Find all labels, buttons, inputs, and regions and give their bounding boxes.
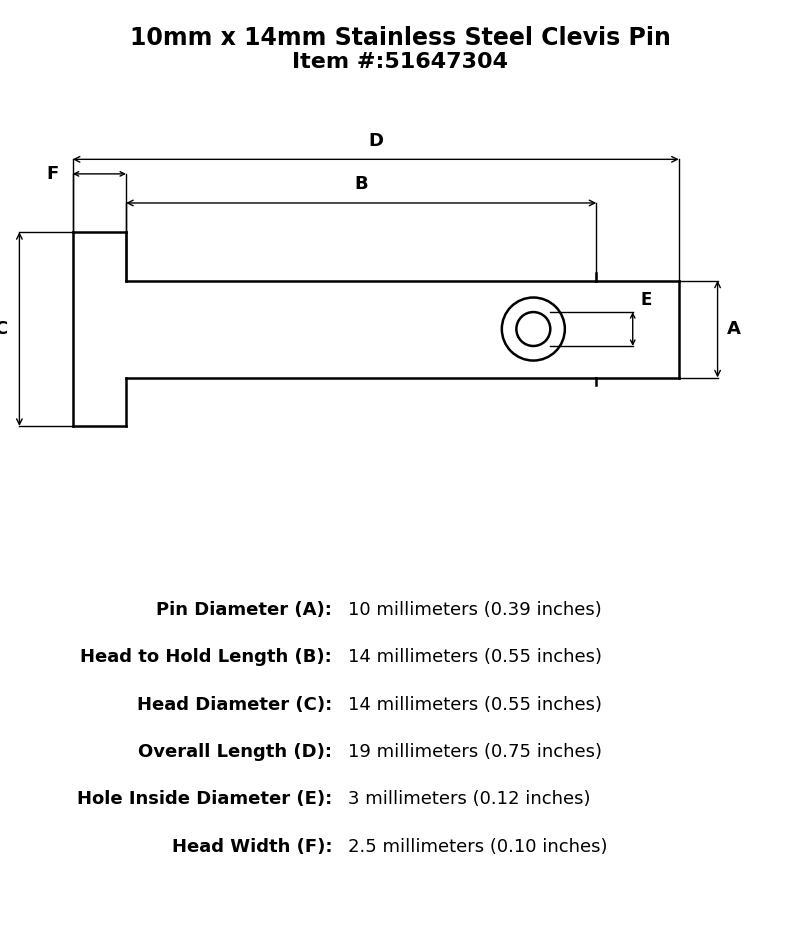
Text: Hole Inside Diameter (E):: Hole Inside Diameter (E): xyxy=(77,790,332,809)
Text: E: E xyxy=(640,291,651,309)
Text: B: B xyxy=(354,175,368,193)
Text: A: A xyxy=(727,320,741,338)
Text: Pin Diameter (A):: Pin Diameter (A): xyxy=(156,601,332,620)
Text: Head to Hold Length (B):: Head to Hold Length (B): xyxy=(80,648,332,667)
Text: Head Diameter (C):: Head Diameter (C): xyxy=(137,695,332,714)
Text: 10 millimeters (0.39 inches): 10 millimeters (0.39 inches) xyxy=(348,601,602,620)
Text: Overall Length (D):: Overall Length (D): xyxy=(138,743,332,762)
Text: 10mm x 14mm Stainless Steel Clevis Pin: 10mm x 14mm Stainless Steel Clevis Pin xyxy=(130,26,670,50)
Text: F: F xyxy=(46,165,58,183)
Text: 14 millimeters (0.55 inches): 14 millimeters (0.55 inches) xyxy=(348,648,602,667)
Text: 14 millimeters (0.55 inches): 14 millimeters (0.55 inches) xyxy=(348,695,602,714)
Text: 2.5 millimeters (0.10 inches): 2.5 millimeters (0.10 inches) xyxy=(348,837,607,856)
Text: Head Width (F):: Head Width (F): xyxy=(171,837,332,856)
Text: C: C xyxy=(0,320,7,338)
Text: 3 millimeters (0.12 inches): 3 millimeters (0.12 inches) xyxy=(348,790,590,809)
Text: Item #:51647304: Item #:51647304 xyxy=(292,52,508,72)
Text: 19 millimeters (0.75 inches): 19 millimeters (0.75 inches) xyxy=(348,743,602,762)
Text: D: D xyxy=(368,131,383,149)
